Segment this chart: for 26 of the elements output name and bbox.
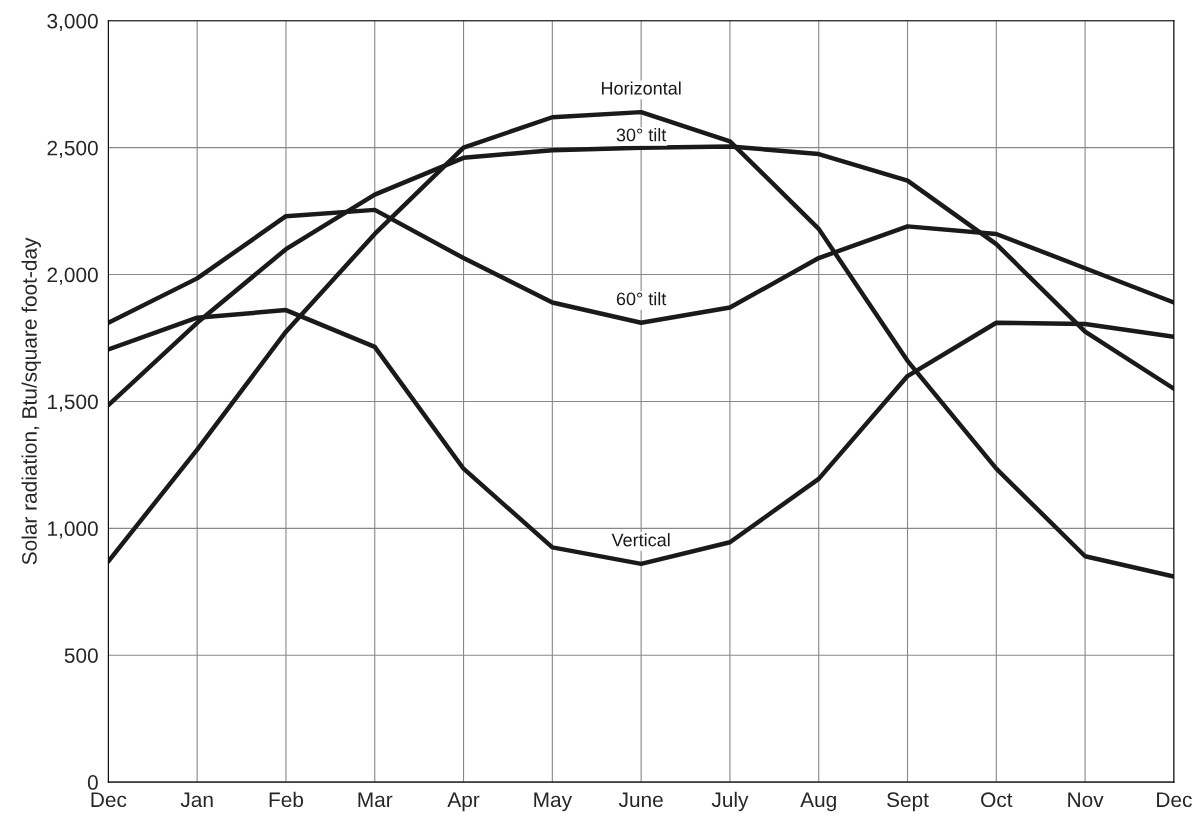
x-tick-label: Aug <box>800 792 836 812</box>
x-tick-label: Nov <box>1068 792 1104 808</box>
x-tick-label: Oct <box>981 792 1013 808</box>
x-tick-label: Dec <box>91 792 127 808</box>
y-axis-title: Solar radiation, Btu/square foot-day <box>21 237 41 565</box>
y-tick-label: 2,500 <box>47 140 98 158</box>
x-tick-label: July <box>711 791 749 812</box>
series-label: 30° tilt <box>616 128 667 142</box>
line-series <box>108 109 1174 579</box>
y-tick-label: 3,000 <box>47 13 98 32</box>
x-tick-label: Apr <box>447 792 480 812</box>
y-tick-label: 500 <box>64 648 98 663</box>
series-label: Horizontal <box>601 81 681 95</box>
x-tick-label: Jan <box>180 792 213 808</box>
y-tick-label: 1,000 <box>48 521 98 539</box>
x-tick-label: May <box>534 792 572 812</box>
x-tick-label: Mar <box>358 792 393 808</box>
series-label: Vertical <box>611 533 670 547</box>
x-tick-label: Sept <box>887 792 929 812</box>
x-tick-label: Dec <box>1157 792 1192 808</box>
y-tick-label: 1,500 <box>48 394 98 412</box>
x-tick-label: Feb <box>269 791 304 808</box>
y-tick-label: 0 <box>87 775 98 790</box>
y-tick-label: 2,000 <box>47 267 98 285</box>
x-tick-label: June <box>618 792 663 808</box>
series-label: 60° tilt <box>616 292 667 306</box>
